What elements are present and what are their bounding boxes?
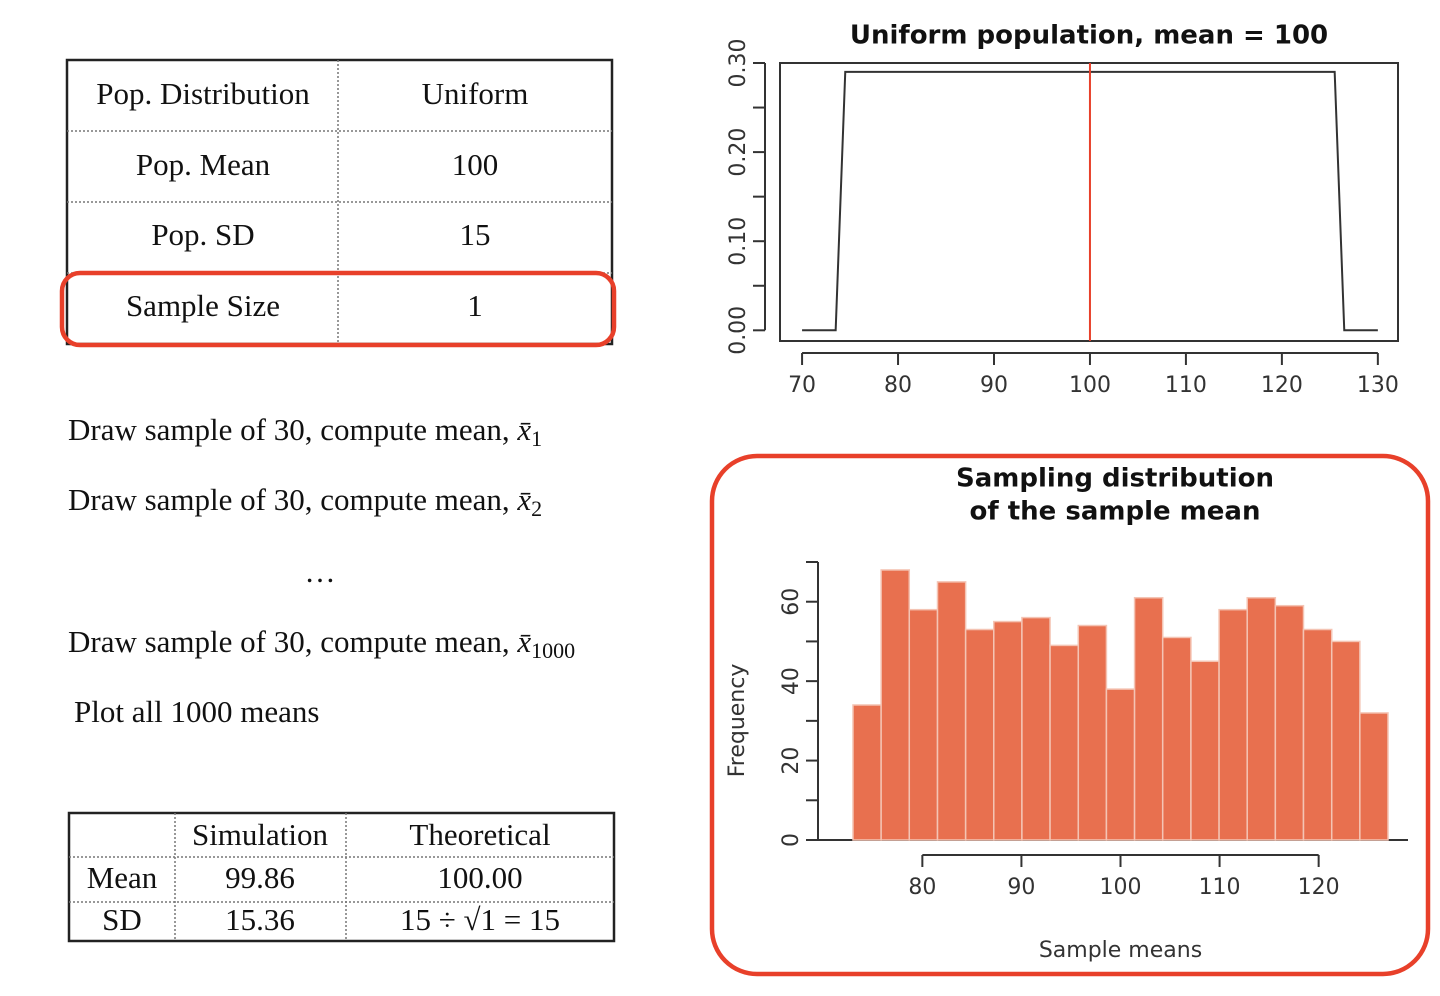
bar (936, 581, 967, 841)
bar (880, 569, 911, 841)
step: Draw sample of 30, compute mean, x̄1000 (68, 624, 575, 663)
y-tick-label: 20 (779, 747, 804, 775)
x-tick-label: 120 (1261, 373, 1303, 398)
x-tick-label: 110 (1165, 373, 1207, 398)
table-cell: Sample Size (126, 288, 280, 323)
bar (1133, 596, 1164, 841)
step-subscript: 2 (531, 496, 542, 521)
step: Draw sample of 30, compute mean, x̄2 (68, 482, 542, 521)
column-header: Simulation (192, 817, 329, 852)
step-symbol: x̄ (516, 482, 531, 517)
step-text: Draw sample of 30, compute mean, (68, 624, 510, 659)
x-tick-label: 90 (980, 373, 1008, 398)
x-tick-label: 110 (1199, 875, 1241, 900)
bar (1218, 608, 1248, 841)
y-tick-label: 40 (779, 667, 804, 695)
bar (1190, 660, 1220, 841)
x-tick-label: 80 (908, 875, 936, 900)
step-text: Draw sample of 30, compute mean, (68, 412, 510, 447)
x-tick-label: 100 (1100, 875, 1142, 900)
step-subscript: 1000 (531, 638, 575, 663)
setup-table: Pop. Distribution Uniform Pop. Mean 100 … (59, 58, 617, 348)
ellipsis: … (305, 554, 336, 589)
step-text: Draw sample of 30, compute mean, (68, 482, 510, 517)
chart-title: Uniform population, mean = 100 (850, 21, 1328, 51)
results-table: Simulation Theoretical Mean 99.86 100.00… (67, 811, 616, 943)
highlight-frame (59, 270, 617, 348)
step-symbol: x̄ (516, 624, 531, 659)
bar (1077, 624, 1108, 841)
table-cell: 1 (467, 288, 483, 323)
bar (1246, 596, 1277, 841)
table-cell: Uniform (422, 76, 529, 111)
bar (964, 628, 995, 841)
x-tick-label: 120 (1298, 875, 1340, 900)
y-axis-label: Frequency (725, 664, 750, 778)
bar (908, 608, 939, 841)
x-tick-label: 90 (1007, 875, 1035, 900)
step-symbol: x̄ (516, 412, 531, 447)
bar (1359, 712, 1389, 841)
bar (1021, 616, 1051, 841)
bar (1161, 636, 1192, 841)
step: Draw sample of 30, compute mean, x̄1 (68, 412, 542, 451)
bar (1302, 628, 1333, 841)
table-cell: 15.36 (225, 902, 295, 937)
row-label: Mean (87, 860, 158, 895)
x-tick-label: 100 (1069, 373, 1111, 398)
bar (1274, 604, 1305, 841)
x-tick-label: 70 (788, 373, 816, 398)
highlight-frame (709, 453, 1431, 977)
table-cell: 100.00 (437, 860, 522, 895)
step-subscript: 1 (531, 426, 542, 451)
table-cell: 15 ÷ √1 = 15 (400, 902, 560, 937)
chart-title: Sampling distribution (956, 464, 1274, 494)
table-cell: 100 (452, 147, 499, 182)
y-tick-label: 0.20 (726, 128, 751, 177)
column-header: Theoretical (409, 817, 550, 852)
bar (1105, 688, 1136, 841)
table-cell: Pop. Mean (136, 147, 271, 182)
steps: Draw sample of 30, compute mean, x̄1 Dra… (68, 412, 575, 729)
y-tick-label: 0 (779, 833, 804, 847)
step: Plot all 1000 means (74, 694, 319, 729)
table-cell: 99.86 (225, 860, 295, 895)
table-cell: Pop. SD (151, 217, 254, 252)
bar (993, 620, 1023, 841)
bar (852, 704, 882, 841)
chart-title: of the sample mean (970, 497, 1261, 527)
row-label: SD (102, 902, 142, 937)
x-axis-label: Sample means (1039, 938, 1202, 963)
y-tick-label: 0.10 (726, 217, 751, 266)
table-cell: Pop. Distribution (96, 76, 310, 111)
y-tick-label: 0.00 (726, 306, 751, 355)
table-cell: 15 (460, 217, 491, 252)
bar (1330, 640, 1361, 841)
y-tick-label: 60 (779, 588, 804, 616)
x-tick-label: 130 (1357, 373, 1399, 398)
x-tick-label: 80 (884, 373, 912, 398)
y-tick-label: 0.30 (726, 39, 751, 88)
bar (1049, 644, 1080, 841)
table-frame (67, 811, 616, 943)
